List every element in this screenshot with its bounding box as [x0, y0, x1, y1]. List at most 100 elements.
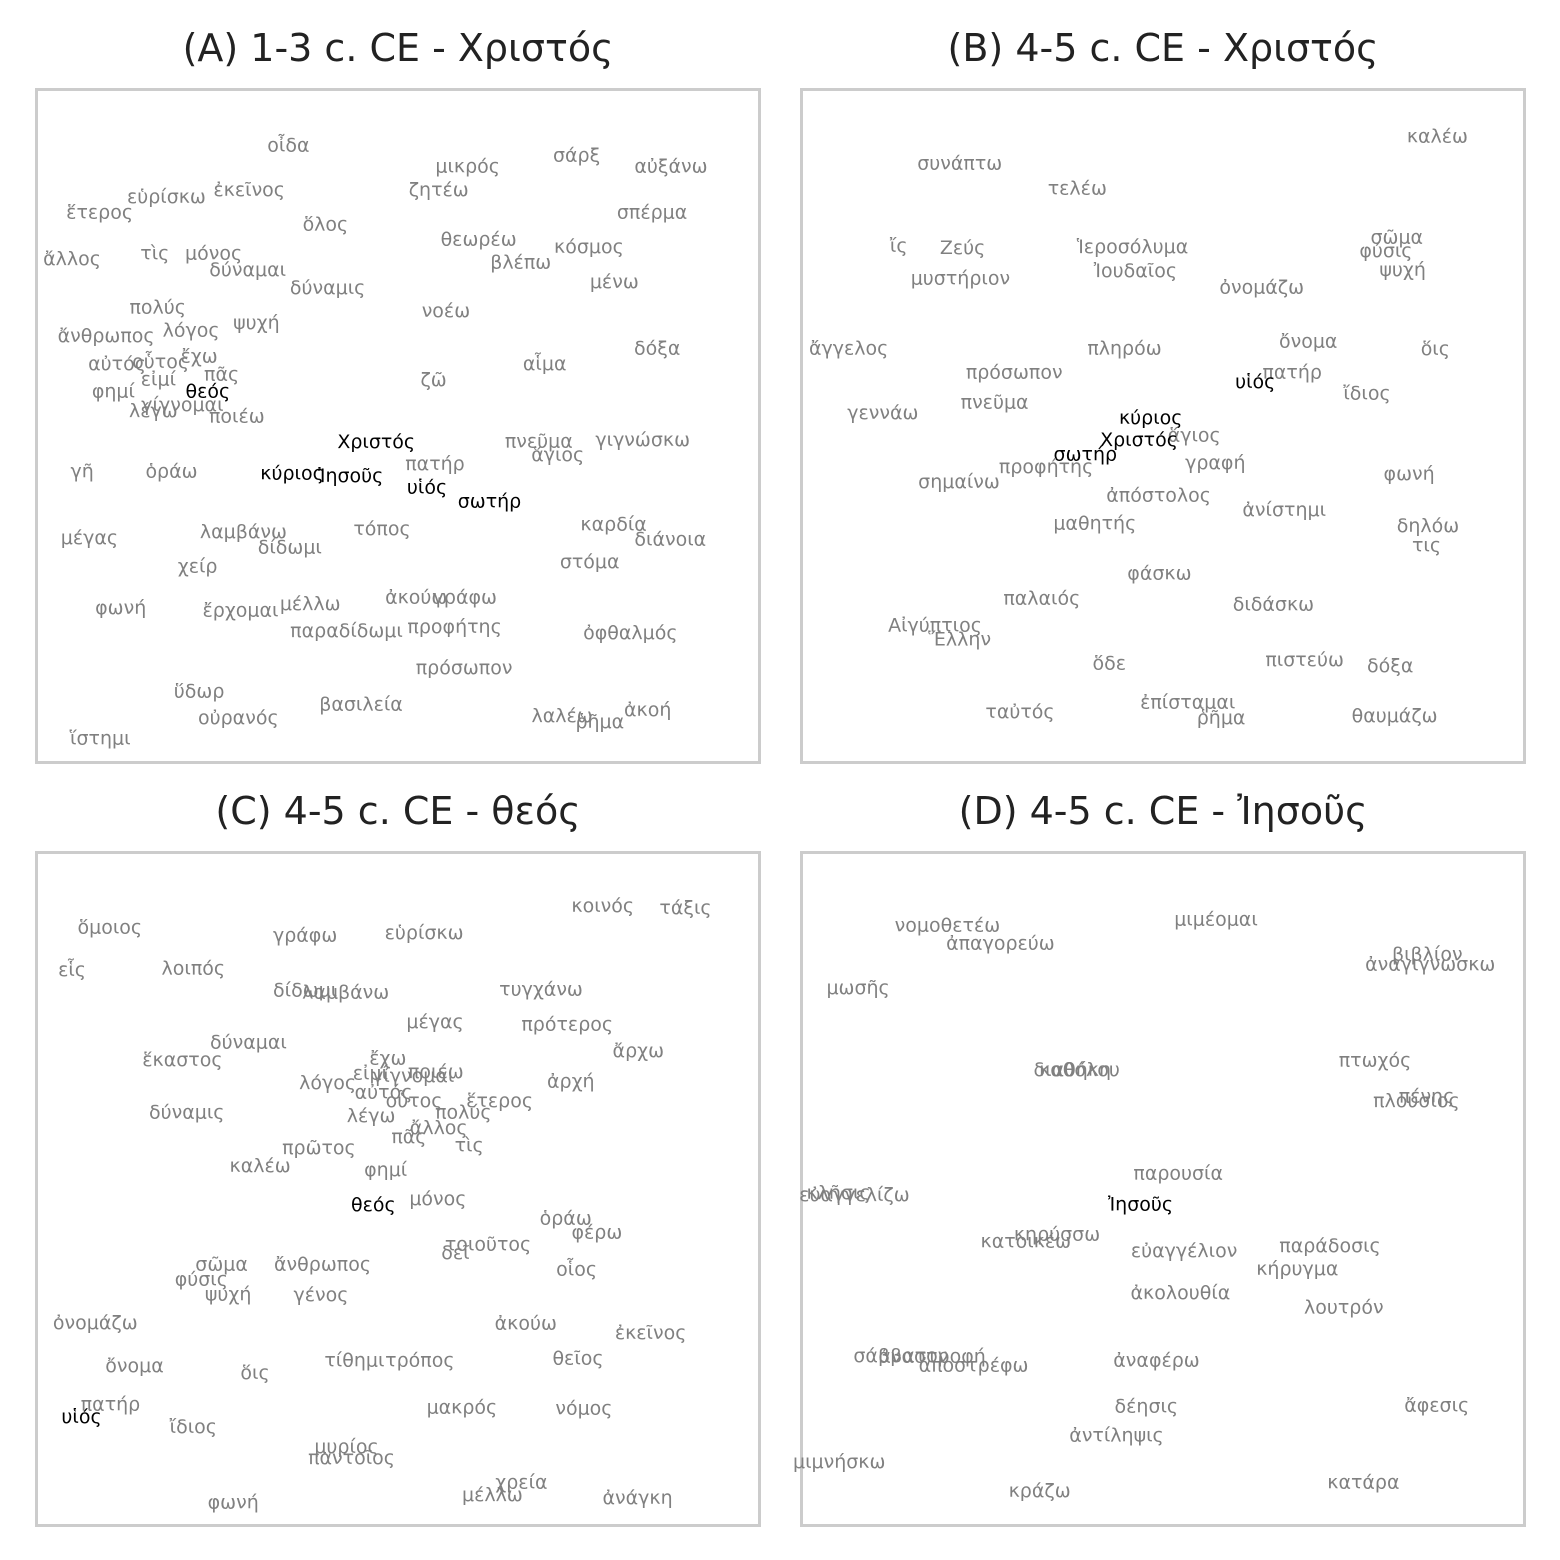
word-label: ψυχή: [205, 1284, 252, 1306]
word-label: μόνος: [409, 1188, 466, 1210]
word-label: πρότερος: [521, 1014, 613, 1036]
word-label: πατήρ: [1262, 362, 1322, 384]
word-label: ἴς: [890, 235, 908, 257]
word-label: πατήρ: [405, 453, 465, 475]
word-label: νόμος: [555, 1398, 612, 1420]
word-label: ἄνθρωπος: [274, 1254, 371, 1276]
word-label: δόξα: [634, 337, 680, 359]
word-label: λόγος: [299, 1072, 356, 1094]
target-word-label: θεός: [351, 1194, 396, 1216]
word-label: Ζεύς: [940, 237, 985, 259]
word-label: γράφω: [433, 587, 497, 609]
word-label: κατάρα: [1327, 1471, 1399, 1493]
word-label: δόξα: [1367, 655, 1413, 677]
word-label: λοιπός: [162, 958, 226, 980]
word-label: προφήτης: [999, 456, 1093, 478]
target-word-label: υἱός: [407, 477, 447, 499]
word-label: διδάσκω: [1233, 594, 1314, 616]
word-label: θαυμάζω: [1352, 705, 1438, 727]
word-label: εὐαγγελίζω: [799, 1184, 909, 1206]
word-label: γίγνομαι: [141, 394, 223, 416]
word-label: μέλλω: [280, 593, 341, 615]
word-label: πρῶτος: [282, 1137, 356, 1159]
word-label: οὗτος: [132, 349, 189, 373]
word-label: ψυχή: [233, 312, 280, 334]
word-label: κηρύσσω: [1014, 1223, 1100, 1245]
word-label: παλαιός: [1003, 587, 1080, 609]
word-label: ποιέω: [408, 1061, 464, 1083]
word-label: ἐκεῖνος: [615, 1322, 687, 1344]
word-label: ἄρχω: [613, 1040, 664, 1062]
word-label: προφήτης: [407, 616, 501, 638]
word-label: ἐκεῖνος: [213, 179, 285, 201]
panel-a: (A) 1-3 c. CE - Χριστός οἶδα μικρός σάρξ αὐ…: [35, 0, 761, 765]
word-label: ἔρχομαι: [203, 600, 279, 622]
word-label: μωσῆς: [826, 977, 889, 999]
word-label: μυρίος: [314, 1436, 378, 1458]
word-label: δεῖ: [441, 1242, 469, 1264]
word-label: δίδωμι: [258, 537, 322, 559]
word-label: μέλλω: [462, 1484, 523, 1506]
word-label: αὐξάνω: [634, 155, 707, 177]
panel-b: (B) 4-5 c. CE - Χριστός καλέω συνάπτω τελέ…: [800, 0, 1526, 765]
target-word-label: θεός: [185, 381, 230, 403]
word-label: τοιοῦτος: [445, 1233, 531, 1255]
word-label: παραδίδωμι: [290, 620, 403, 642]
word-label: δύναμαι: [210, 1031, 287, 1053]
word-label: ἀναφέρω: [1113, 1350, 1199, 1372]
word-label: θεῖος: [552, 1348, 603, 1370]
word-label: εὑρίσκω: [385, 922, 464, 944]
word-label: φέρω: [572, 1221, 623, 1243]
word-label: ὕδωρ: [174, 681, 225, 703]
panel-b-title: (B) 4-5 c. CE - Χριστός: [947, 26, 1379, 70]
word-label: δύναμις: [149, 1102, 224, 1124]
word-label: νομοθετέω: [895, 914, 1000, 936]
word-label: τάξις: [659, 897, 711, 919]
word-label: εἰμί: [141, 368, 177, 390]
word-label: ἀναγιγνώσκω: [1365, 954, 1495, 976]
word-label: ῥῆμα: [575, 711, 624, 733]
word-label: σάρξ: [553, 145, 600, 167]
word-label: πρόσωπον: [966, 362, 1063, 384]
word-label: φημί: [364, 1159, 408, 1181]
word-label: ἔχω: [181, 345, 218, 367]
word-label: δύναμαι: [209, 259, 286, 281]
word-label: πιστεύω: [1265, 649, 1344, 671]
word-label: τὶς: [455, 1135, 484, 1157]
target-word-label: Χριστός: [337, 431, 415, 453]
word-label: τρόπος: [385, 1350, 454, 1372]
word-label: πτωχός: [1339, 1050, 1412, 1072]
word-label: κατοικέω: [981, 1231, 1072, 1253]
word-label: οἶδα: [267, 134, 309, 157]
word-label: κήρυγμα: [1256, 1258, 1338, 1280]
word-label: καθόλου: [1039, 1059, 1120, 1081]
word-label: δηλόω: [1397, 515, 1459, 537]
word-label: ἕκαστος: [142, 1049, 222, 1071]
word-label: ἔχω: [369, 1048, 406, 1070]
word-label: θεωρέω: [441, 228, 517, 250]
word-label: φύσις: [1359, 240, 1412, 262]
target-word-label: κύριος: [260, 462, 323, 484]
word-label: δίδωμι: [273, 979, 337, 1001]
word-label: φωνή: [208, 1492, 259, 1514]
word-label: ὅμοιος: [78, 916, 143, 938]
word-label: ὀνομάζω: [1219, 276, 1304, 298]
word-label: στόμα: [560, 551, 620, 573]
word-label: μαθητής: [1053, 512, 1136, 534]
word-label: πᾶς: [204, 364, 239, 386]
word-label: ἀκοή: [624, 699, 671, 721]
word-label: ταὐτός: [985, 701, 1054, 723]
word-label: παντοῖος: [308, 1447, 395, 1469]
word-label: λαλέω: [531, 705, 592, 727]
panel-d-plot-frame: [800, 851, 1526, 1527]
word-label: μόνος: [185, 243, 242, 265]
word-label: τυγχάνω: [499, 979, 583, 1001]
word-label: εὑρίσκω: [127, 186, 206, 208]
word-label: ἴδιος: [1343, 383, 1390, 405]
word-label: γῆ: [71, 460, 94, 482]
word-label: κόσμος: [554, 236, 624, 258]
word-label: νοέω: [422, 300, 470, 322]
word-label: δύναμις: [290, 277, 365, 299]
word-label: ῥῆμα: [1197, 707, 1246, 729]
